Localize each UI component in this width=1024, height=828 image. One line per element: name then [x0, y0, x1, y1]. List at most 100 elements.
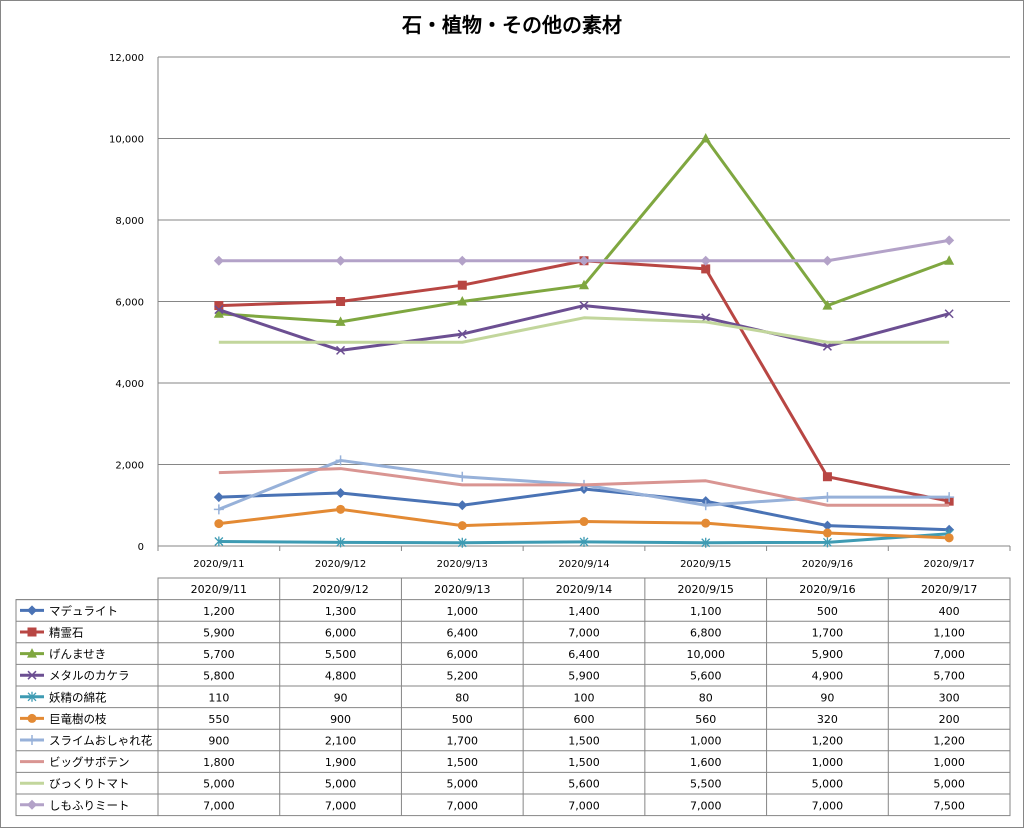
- table-cell: 560: [695, 713, 716, 726]
- series-1-point-0: [214, 301, 224, 311]
- data-table: 2020/9/11 2020/9/12 2020/9/13 2020/9/14 2020…: [15, 577, 1011, 817]
- series-legend-9-point-0: [27, 799, 37, 810]
- table-cell: 1,700: [447, 735, 479, 748]
- series-0-point-1: [335, 488, 346, 499]
- legend-label: 巨竜樹の枝: [49, 712, 107, 726]
- table-header-cell: 2020/9/16: [799, 583, 855, 596]
- series-1-point-2: [457, 280, 467, 290]
- table-cell: 5,600: [568, 778, 600, 791]
- table-cell: 6,000: [447, 648, 479, 661]
- x-tick-label: 2020/9/16: [802, 559, 853, 570]
- table-cell: 6,000: [325, 627, 357, 640]
- legend-label: 精霊石: [49, 626, 84, 640]
- table-cell: 400: [939, 605, 960, 618]
- legend-entry-9: しもふりミート: [20, 798, 130, 812]
- series-0-point-2: [457, 500, 468, 511]
- series-5-point-6: [944, 533, 954, 543]
- y-tick-label: 0: [138, 542, 144, 553]
- series-8: [218, 316, 950, 344]
- series-6-point-6: [944, 492, 955, 503]
- table-cell: 300: [939, 691, 960, 704]
- table-cell: 500: [452, 713, 473, 726]
- table-cell: 7,000: [690, 799, 722, 812]
- table-cell: 1,100: [690, 605, 722, 618]
- legend-entry-2: げんませき: [20, 647, 106, 661]
- legend-label: びっくりトマト: [49, 777, 130, 791]
- series-3-point-3: [579, 301, 589, 311]
- table-cell: 4,800: [325, 670, 357, 683]
- table-cell: 320: [817, 713, 838, 726]
- series-3: [214, 301, 954, 355]
- table-cell: 900: [330, 713, 351, 726]
- table-cell: 10,000: [686, 648, 725, 661]
- series-2-point-2: [457, 296, 468, 306]
- table-cell: 1,000: [812, 756, 844, 769]
- table-cell: 5,200: [447, 670, 479, 683]
- series-4-point-1: [336, 537, 346, 548]
- series-4-point-2: [457, 537, 467, 548]
- table-cell: 6,400: [447, 627, 479, 640]
- y-tick-label: 2,000: [115, 461, 144, 472]
- series-3-point-0: [214, 305, 224, 315]
- series-9-point-5: [822, 255, 833, 266]
- table-cell: 200: [939, 713, 960, 726]
- series-5: [214, 504, 954, 543]
- table-cell: 7,000: [325, 799, 357, 812]
- series-9-point-4: [700, 255, 711, 266]
- table-cell: 5,900: [203, 627, 235, 640]
- table-cell: 1,500: [447, 756, 479, 769]
- x-tick-label: 2020/9/13: [437, 559, 488, 570]
- table-header-cell: 2020/9/13: [434, 583, 490, 596]
- series-4-point-3: [579, 536, 589, 547]
- legend-label: マデュライト: [49, 604, 118, 618]
- table-cell: 6,800: [690, 627, 722, 640]
- series-6-point-4: [700, 500, 711, 511]
- series-2-point-4: [700, 133, 711, 143]
- table-cell: 550: [208, 713, 229, 726]
- table-cell: 7,000: [812, 799, 844, 812]
- table-cell: 1,200: [933, 735, 965, 748]
- legend-label: 妖精の綿花: [49, 690, 107, 704]
- x-tick-label: 2020/9/15: [680, 559, 731, 570]
- legend-label: ビッグサボテン: [49, 755, 130, 769]
- legend-entry-8: びっくりトマト: [20, 777, 130, 791]
- y-tick-label: 10,000: [109, 135, 144, 146]
- legend-label: しもふりミート: [49, 798, 130, 812]
- table-cell: 5,500: [690, 778, 722, 791]
- series-line-2: [218, 137, 950, 324]
- series-6-point-5: [822, 492, 833, 503]
- series-5-point-0: [214, 519, 224, 529]
- table-cell: 1,000: [447, 605, 479, 618]
- table-cell: 5,600: [690, 670, 722, 683]
- table-cell: 1,100: [933, 627, 965, 640]
- series-6-point-2: [457, 471, 468, 482]
- table-header-cell: 2020/9/15: [678, 583, 734, 596]
- legend-entry-6: スライムおしゃれ花: [20, 734, 153, 748]
- series-9-point-3: [579, 255, 589, 266]
- series-9-point-0: [213, 255, 224, 266]
- series-5-point-1: [336, 504, 346, 514]
- series-1-point-1: [336, 297, 346, 306]
- table-cell: 5,000: [933, 778, 965, 791]
- table-cell: 5,700: [203, 648, 235, 661]
- series-6-point-1: [335, 455, 346, 466]
- series-2-point-1: [335, 316, 346, 326]
- series-3-point-2: [457, 329, 467, 339]
- table-values-border: [157, 577, 1011, 817]
- series-lines: [213, 133, 955, 548]
- table-cell: 5,000: [203, 778, 235, 791]
- series-5-point-3: [579, 517, 589, 527]
- series-4-point-4: [701, 537, 711, 548]
- x-tick-label: 2020/9/12: [315, 559, 366, 570]
- table-cell: 1,400: [568, 605, 600, 618]
- series-3-point-6: [944, 309, 954, 319]
- series-9: [213, 235, 955, 266]
- series-1-point-4: [701, 264, 711, 274]
- table-cell: 5,900: [568, 670, 600, 683]
- legend-entry-0: マデュライト: [20, 604, 118, 618]
- table-cell: 1,500: [568, 756, 600, 769]
- series-9-point-1: [335, 255, 346, 266]
- series-9-point-2: [457, 255, 468, 266]
- series-legend-2-point-0: [27, 648, 37, 658]
